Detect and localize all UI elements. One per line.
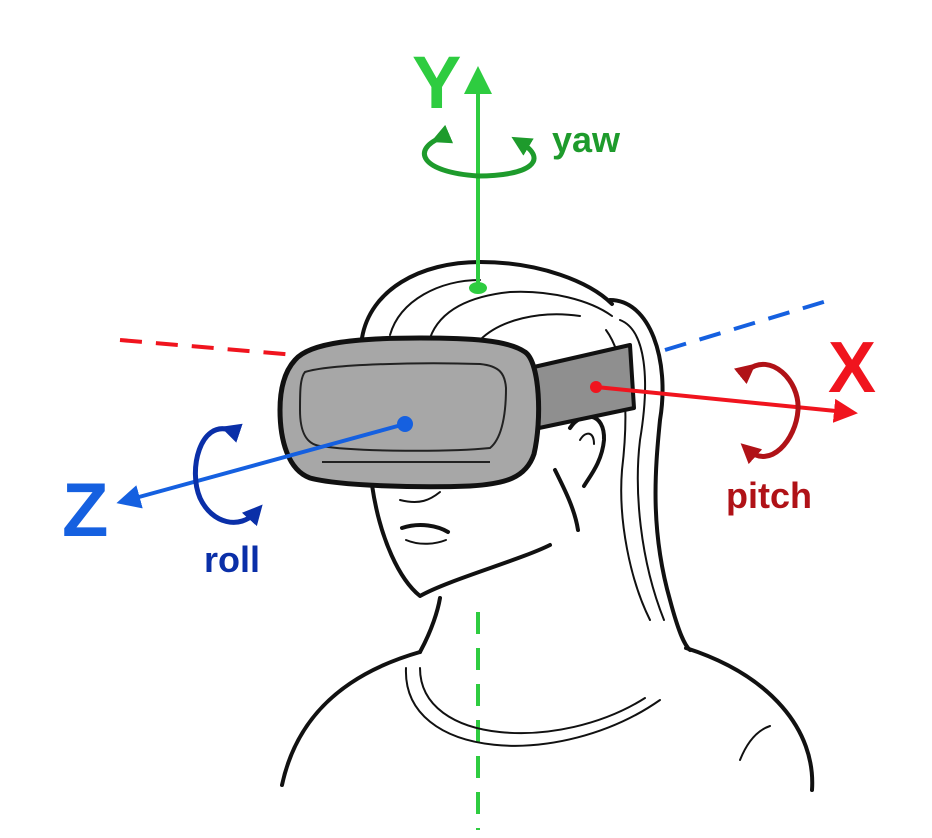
y-axis-origin [469,282,487,294]
roll-label: roll [204,539,260,580]
x-axis-arrow [595,385,858,423]
x-axis-origin [590,381,602,393]
roll-rotation-arrow [192,423,263,527]
hair-strand-1 [619,319,665,621]
x-axis-letter: X [828,328,876,408]
ear-outline [568,414,607,488]
z-axis-arrow [116,422,406,509]
vr-headset [277,335,636,490]
right-shoulder-outline [684,646,815,792]
headset-visor-face [298,362,508,452]
x-axis-dashed-extension [119,338,296,357]
z-axis-dashed-extension [664,298,831,352]
nose-outline [399,491,441,503]
jaw-outline [370,483,552,598]
pitch-label: pitch [726,475,812,516]
cheek-outline [553,468,580,532]
z-axis-letter: Z [62,468,108,553]
shoulder-crease [739,725,771,761]
lower-lip-outline [405,539,447,545]
y-axis-letter: Y [412,41,461,124]
yaw-label: yaw [552,119,621,160]
left-shoulder-outline [280,650,422,787]
yaw-rotation-arrow [421,124,537,179]
hair-back-outline [608,298,692,652]
hair-line-2 [429,290,613,339]
ear-inner-outline [579,432,595,445]
mouth-outline [400,523,450,534]
collar-inner-outline [419,667,646,735]
hair-line-1 [389,279,481,336]
pitch-rotation-arrow [733,361,801,465]
headset-body [277,335,542,490]
hair-line-3 [479,313,581,341]
collar-outline [404,667,661,747]
z-axis-origin [397,416,413,432]
neck-left-outline [418,596,442,654]
person-illustration [280,260,815,792]
